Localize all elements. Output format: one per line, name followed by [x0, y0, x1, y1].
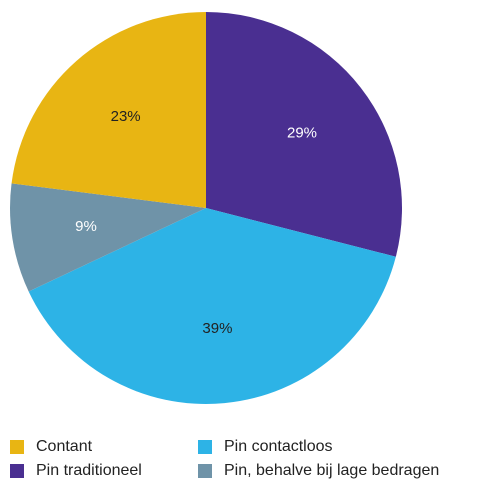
pie-chart: 29% 39% 9% 23% — [10, 12, 402, 404]
pie-slice-contant — [11, 12, 207, 208]
legend-label-pin-behalve-bij-lage-bedragen: Pin, behalve bij lage bedragen — [224, 462, 440, 479]
legend-label-contant: Contant — [36, 438, 93, 455]
legend-swatch-contant — [10, 440, 24, 454]
legend-item-contant: Contant — [10, 437, 198, 457]
legend-swatch-pin-behalve-bij-lage-bedragen — [198, 464, 212, 478]
legend-swatch-pin-traditioneel — [10, 464, 24, 478]
pie-label-pin-behalve-bij-lage-bedragen: 9% — [75, 218, 97, 235]
chart-legend: Contant Pin contactloos Pin traditioneel… — [10, 437, 489, 481]
pie-label-contant: 23% — [111, 108, 141, 125]
pie-slice-pin-behalve-bij-lage-bedragen — [10, 183, 206, 292]
legend-label-pin-contactloos: Pin contactloos — [224, 438, 333, 455]
legend-item-pin-behalve-bij-lage-bedragen: Pin, behalve bij lage bedragen — [198, 461, 489, 481]
legend-item-pin-traditioneel: Pin traditioneel — [10, 461, 198, 481]
legend-label-pin-traditioneel: Pin traditioneel — [36, 462, 142, 479]
pie-label-pin-contactloos: 39% — [202, 320, 232, 337]
legend-item-pin-contactloos: Pin contactloos — [198, 437, 489, 457]
pie-label-pin-traditioneel: 29% — [287, 124, 317, 141]
pie-slice-pin-traditioneel — [206, 12, 402, 257]
legend-swatch-pin-contactloos — [198, 440, 212, 454]
pie-slice-pin-contactloos — [28, 208, 396, 404]
